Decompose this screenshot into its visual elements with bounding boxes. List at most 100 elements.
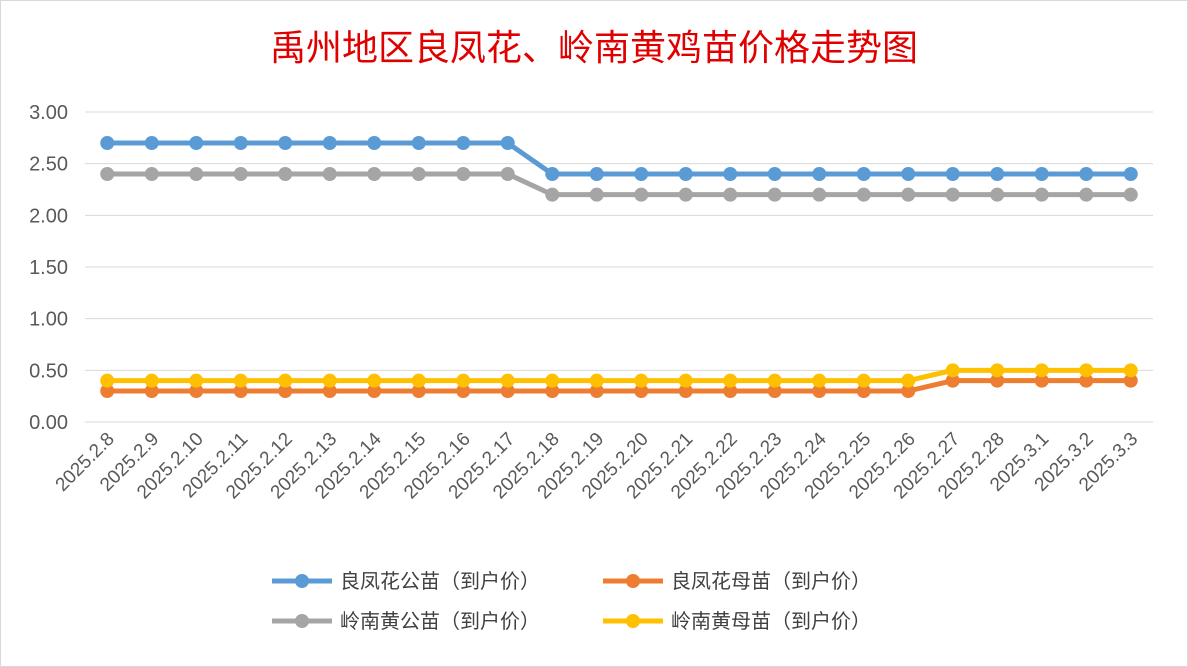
data-point bbox=[500, 167, 515, 181]
data-point bbox=[723, 187, 738, 202]
data-point bbox=[100, 136, 115, 150]
data-point bbox=[144, 136, 159, 150]
legend-item: 良凤花母苗（到户价） bbox=[603, 569, 871, 593]
data-point bbox=[189, 384, 204, 398]
data-point bbox=[189, 136, 204, 150]
data-point bbox=[367, 373, 382, 388]
data-point bbox=[500, 136, 515, 150]
data-point bbox=[945, 187, 960, 202]
legend-label: 岭南黄母苗（到户价） bbox=[671, 609, 871, 633]
data-point bbox=[233, 373, 248, 388]
data-point bbox=[945, 363, 960, 378]
data-point bbox=[500, 373, 515, 388]
data-point bbox=[411, 373, 426, 388]
data-point bbox=[812, 167, 827, 181]
data-point bbox=[634, 167, 649, 181]
series-2 bbox=[100, 167, 1138, 202]
data-point bbox=[589, 384, 604, 398]
data-point bbox=[545, 384, 560, 398]
y-tick-label: 0.00 bbox=[29, 412, 68, 434]
data-point bbox=[945, 373, 960, 388]
data-point bbox=[144, 384, 159, 398]
data-point bbox=[545, 167, 560, 181]
data-point bbox=[856, 187, 871, 202]
y-tick-label: 0.50 bbox=[29, 360, 68, 382]
data-point bbox=[767, 167, 782, 181]
data-point bbox=[1079, 187, 1094, 202]
series-line bbox=[107, 367, 1131, 384]
data-point bbox=[856, 384, 871, 398]
data-point bbox=[723, 384, 738, 398]
data-point bbox=[990, 167, 1005, 181]
data-point bbox=[1079, 167, 1094, 181]
data-point bbox=[322, 167, 337, 181]
series-line bbox=[107, 378, 1131, 394]
legend-item: 良凤花公苗（到户价） bbox=[272, 569, 540, 593]
data-point bbox=[1123, 187, 1138, 202]
data-point bbox=[634, 373, 649, 388]
data-point bbox=[545, 373, 560, 388]
series-1 bbox=[100, 373, 1138, 398]
data-point bbox=[278, 373, 293, 388]
series-3 bbox=[100, 363, 1138, 388]
data-point bbox=[678, 384, 693, 398]
data-point bbox=[233, 167, 248, 181]
data-point bbox=[901, 167, 916, 181]
data-point bbox=[189, 167, 204, 181]
data-point bbox=[812, 384, 827, 398]
data-point bbox=[901, 187, 916, 202]
legend-marker bbox=[626, 614, 640, 628]
chart-title: 禹州地区良凤花、岭南黄鸡苗价格走势图 bbox=[270, 28, 918, 69]
data-point bbox=[278, 384, 293, 398]
data-point bbox=[1079, 363, 1094, 378]
data-point bbox=[990, 373, 1005, 388]
data-point bbox=[723, 373, 738, 388]
legend-marker bbox=[626, 574, 640, 588]
data-point bbox=[233, 136, 248, 150]
data-point bbox=[634, 187, 649, 202]
data-point bbox=[322, 136, 337, 150]
data-point bbox=[100, 384, 115, 398]
data-point bbox=[990, 363, 1005, 378]
data-point bbox=[278, 167, 293, 181]
y-axis-ticks: 0.00 0.50 1.00 1.50 2.00 2.50 3.00 bbox=[29, 102, 68, 434]
series-line bbox=[107, 140, 1131, 177]
data-point bbox=[589, 187, 604, 202]
series-line bbox=[107, 171, 1131, 198]
legend-label: 岭南黄公苗（到户价） bbox=[340, 609, 540, 633]
data-point bbox=[634, 384, 649, 398]
data-point bbox=[767, 373, 782, 388]
data-point bbox=[367, 167, 382, 181]
x-axis-ticks: 2025.2.82025.2.92025.2.102025.2.112025.2… bbox=[52, 428, 1143, 503]
data-point bbox=[678, 187, 693, 202]
data-point bbox=[990, 187, 1005, 202]
y-tick-label: 1.00 bbox=[29, 309, 68, 331]
data-point bbox=[322, 384, 337, 398]
data-point bbox=[856, 373, 871, 388]
data-point bbox=[411, 384, 426, 398]
data-point bbox=[456, 167, 471, 181]
data-point bbox=[945, 167, 960, 181]
data-point bbox=[456, 136, 471, 150]
y-tick-label: 1.50 bbox=[29, 257, 68, 279]
data-point bbox=[411, 136, 426, 150]
data-point bbox=[901, 373, 916, 388]
y-tick-label: 2.00 bbox=[29, 205, 68, 227]
data-point bbox=[144, 167, 159, 181]
data-point bbox=[767, 187, 782, 202]
data-point bbox=[100, 373, 115, 388]
data-point bbox=[812, 187, 827, 202]
data-point bbox=[589, 373, 604, 388]
data-point bbox=[500, 384, 515, 398]
data-point bbox=[1034, 167, 1049, 181]
data-point bbox=[100, 167, 115, 181]
legend-label: 良凤花公苗（到户价） bbox=[340, 569, 540, 593]
data-point bbox=[367, 384, 382, 398]
data-point bbox=[589, 167, 604, 181]
data-point bbox=[678, 373, 693, 388]
series-lines bbox=[100, 136, 1138, 398]
data-point bbox=[367, 136, 382, 150]
data-point bbox=[1034, 187, 1049, 202]
